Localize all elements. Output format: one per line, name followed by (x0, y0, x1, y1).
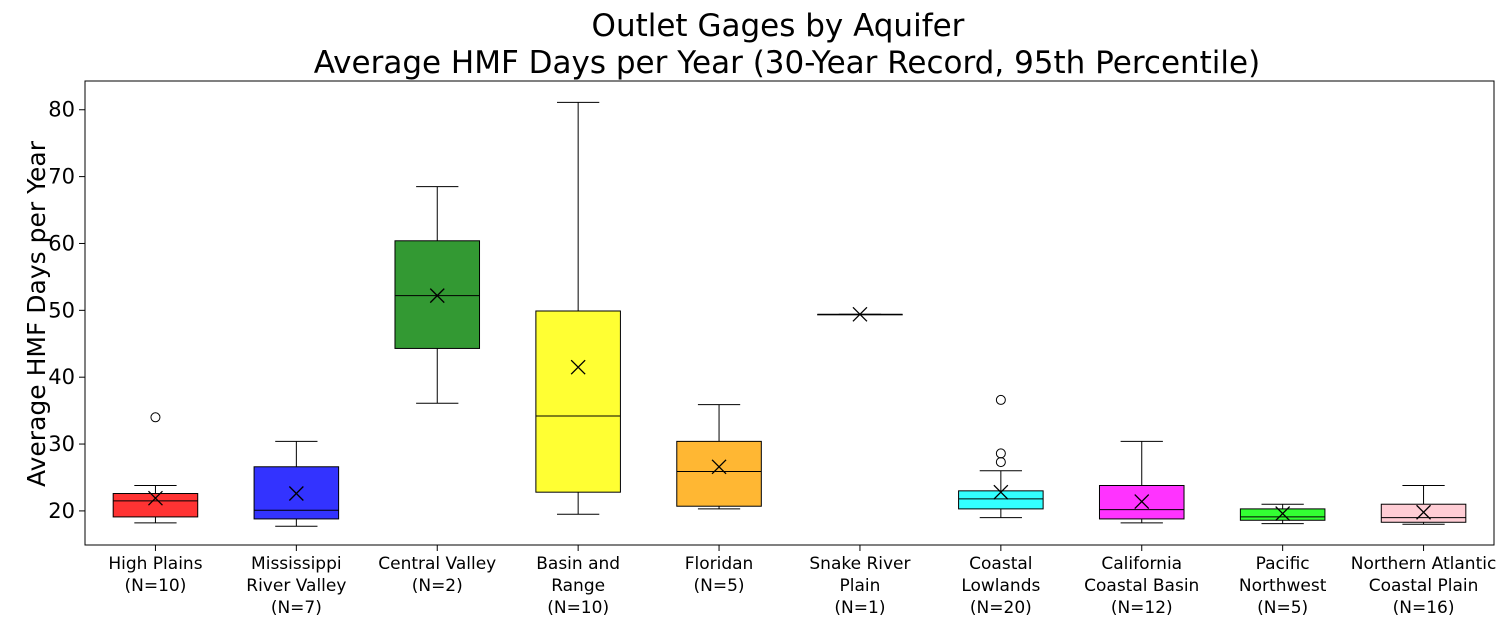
x-tick-label: (N=7) (271, 598, 322, 618)
mean-marker (288, 486, 304, 501)
x-tick-label: Central Valley (378, 554, 496, 574)
x-tick-label: (N=1) (834, 598, 885, 618)
x-tick-label: Coastal Basin (1084, 576, 1199, 596)
x-tick-label: (N=5) (1257, 598, 1308, 618)
chart-title-line-2: Average HMF Days per Year (30-Year Recor… (314, 45, 1260, 81)
outlier-point (150, 412, 161, 423)
x-tick-label: Basin and (536, 554, 620, 574)
x-tick-label: Snake River (809, 554, 910, 574)
x-tick-label: Floridan (685, 554, 754, 574)
y-tick-label: 70 (48, 165, 75, 189)
outlier-point (995, 394, 1006, 405)
x-tick-label: Northwest (1239, 576, 1327, 596)
x-tick-label: Pacific (1256, 554, 1310, 574)
box-iqr (535, 310, 621, 493)
y-tick-label: 20 (48, 499, 75, 523)
y-tick-label: 80 (48, 98, 75, 122)
box-iqr (1380, 503, 1467, 523)
y-tick-label: 50 (48, 298, 75, 322)
mean-marker (570, 359, 586, 375)
y-tick-label: 60 (48, 231, 75, 255)
mean-marker (429, 288, 445, 304)
mean-marker (1134, 494, 1150, 510)
x-tick-label: (N=20) (970, 598, 1032, 618)
y-tick-label: 40 (48, 365, 75, 389)
mean-marker (852, 306, 868, 322)
x-tick-label: (N=2) (412, 576, 463, 596)
x-tick-label: High Plains (108, 554, 202, 574)
x-tick-label: (N=10) (547, 598, 609, 618)
x-tick-label: Mississippi (251, 554, 342, 574)
x-tick-label: (N=5) (694, 576, 745, 596)
mean-marker (711, 459, 727, 475)
mean-marker (1275, 506, 1291, 522)
y-axis-label: Average HMF Days per Year (22, 140, 51, 487)
x-tick-label: (N=16) (1393, 598, 1455, 618)
x-tick-label: Coastal (969, 554, 1032, 574)
box-iqr (394, 240, 481, 349)
x-tick-label: River Valley (246, 576, 346, 596)
box-iqr (676, 440, 762, 507)
box-iqr (112, 493, 199, 518)
x-tick-label: Range (551, 576, 605, 596)
mean-marker (1416, 504, 1432, 520)
x-tick-label: Plain (840, 576, 881, 596)
x-tick-label: California (1101, 554, 1182, 574)
y-tick-label: 30 (48, 432, 75, 456)
outlier-point (995, 448, 1006, 459)
mean-marker (993, 484, 1009, 500)
x-tick-label: Northern Atlantic (1351, 554, 1497, 574)
chart-title-line-1: Outlet Gages by Aquifer (592, 8, 965, 44)
box-iqr (1239, 508, 1326, 521)
x-tick-label: Lowlands (961, 576, 1040, 596)
x-tick-label: Coastal Plain (1369, 576, 1479, 596)
x-tick-label: (N=12) (1111, 598, 1173, 618)
axes-frame (84, 80, 1495, 546)
box-iqr (958, 490, 1044, 510)
mean-marker (147, 490, 163, 506)
x-tick-label: (N=10) (125, 576, 187, 596)
outlier-point (995, 457, 1006, 468)
